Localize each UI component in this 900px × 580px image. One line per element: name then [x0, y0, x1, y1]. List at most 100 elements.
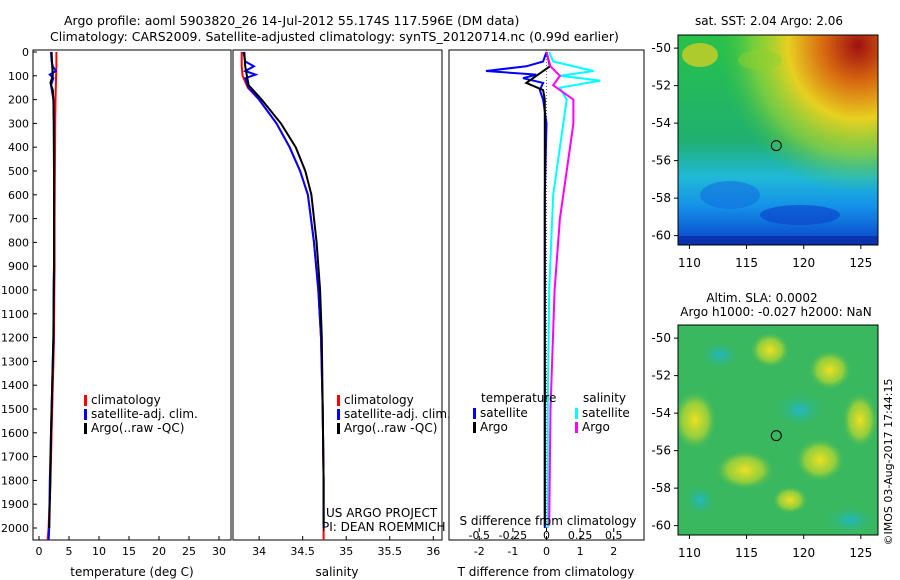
sla-map-panel: Altim. SLA: 0.0002 Argo h1000: -0.027 h2…: [651, 291, 879, 560]
map-lon-tick-label: 120: [792, 256, 815, 270]
depth-tick-label: 1200: [1, 332, 29, 345]
argo-location-marker: [770, 430, 782, 442]
depth-tick-label: 1500: [1, 403, 29, 416]
legend-swatch-satellite: [84, 409, 87, 420]
salinity-tick-label: 34: [252, 545, 266, 558]
legend-label-t-satellite: satellite: [480, 406, 528, 420]
depth-tick-label: 1300: [1, 355, 29, 368]
legend-swatch-s-argo: [575, 422, 578, 433]
salinity-legend: climatology satellite-adj. clim. Argo(..…: [337, 393, 451, 435]
depth-tick-label: 300: [8, 117, 29, 130]
t-difference-tick-label: 1: [577, 545, 584, 558]
t-difference-tick-label: 2: [610, 545, 617, 558]
legend-label-satellite: satellite-adj. clim.: [91, 407, 198, 421]
map-lon-tick-label: 110: [678, 256, 701, 270]
series-line-argo: [243, 51, 325, 526]
legend-label-s-satellite: satellite: [582, 406, 630, 420]
depth-tick-label: 100: [8, 70, 29, 83]
sst-map-image: [678, 35, 878, 245]
s-difference-tick-label: 0.25: [568, 529, 593, 542]
temperature-axes-frame: [32, 49, 232, 541]
legend-label-climatology: climatology: [344, 393, 414, 407]
salinity-tick-label: 34.5: [290, 545, 315, 558]
s-difference-tick-label: 0.5: [605, 529, 623, 542]
s-difference-tick-label: 0: [543, 529, 550, 542]
s-difference-x-axis: -0.5 -0.25 0 0.25 0.5: [469, 528, 623, 542]
temperature-xlabel: temperature (deg C): [70, 565, 193, 579]
legend-swatch-t-satellite: [473, 408, 476, 419]
sst-map-frame: [677, 34, 879, 246]
map-lat-tick-label: -56: [651, 444, 671, 458]
depth-tick-label: 0: [22, 46, 29, 59]
map-lat-tick-label: -60: [651, 229, 671, 243]
map-lat-tick-label: -54: [651, 116, 671, 130]
depth-tick-label: 2000: [1, 522, 29, 535]
t-difference-tick-label: -1: [507, 545, 518, 558]
temperature-tick-label: 15: [122, 545, 136, 558]
legend-label-argo: Argo(..raw -QC): [344, 421, 437, 435]
map-lat-tick-label: -50: [651, 331, 671, 345]
temperature-tick-label: 5: [66, 545, 73, 558]
depth-tick-label: 900: [8, 260, 29, 273]
map-lon-tick-label: 125: [849, 546, 872, 560]
series-line-sal_argo: [545, 51, 575, 526]
argo-location-marker: [770, 140, 782, 152]
credit-text: ©IMOS 03-Aug-2017 17:44:15: [882, 379, 895, 546]
depth-axis: 0 100 200 300 400 500 600 700 800 900 1000 1100 1200…: [1, 46, 37, 535]
map-lon-tick-label: 115: [735, 546, 758, 560]
sla-map-axes: 110 115 120 125 -50 -52 -54 -56 -58 -60: [651, 331, 872, 560]
s-difference-xlabel: S difference from climatology: [460, 514, 637, 528]
t-difference-x-axis: -2 -1 0 1 2: [474, 536, 617, 558]
legend-swatch-t-argo: [473, 422, 476, 433]
figure-title-line2: Climatology: CARS2009. Satellite-adjuste…: [50, 29, 619, 44]
t-difference-xlabel: T difference from climatology: [457, 565, 635, 579]
salinity-panel: 34 34.5 35 35.5 36 salinity climatology sate…: [232, 49, 451, 579]
series-line-argo: [48, 51, 55, 529]
salinity-tick-label: 36: [426, 545, 440, 558]
map-lat-tick-label: -60: [651, 519, 671, 533]
temperature-legend: climatology satellite-adj. clim. Argo(..…: [84, 393, 198, 435]
map-lat-tick-label: -58: [651, 481, 671, 495]
series-line-sal_satellite: [546, 51, 601, 528]
pi-annotation: PI: DEAN ROEMMICH: [322, 520, 445, 534]
map-lat-tick-label: -50: [651, 41, 671, 55]
project-annotation: US ARGO PROJECT: [326, 506, 438, 520]
legend-label-climatology: climatology: [91, 393, 161, 407]
depth-tick-label: 1800: [1, 474, 29, 487]
map-lon-tick-label: 125: [849, 256, 872, 270]
depth-tick-label: 600: [8, 189, 29, 202]
difference-legend: temperature satellite Argo salinity sate…: [473, 391, 630, 434]
temperature-series: [46, 51, 58, 540]
temperature-tick-label: 10: [92, 545, 106, 558]
difference-series: [485, 51, 601, 528]
map-lat-tick-label: -54: [651, 406, 671, 420]
depth-tick-label: 1000: [1, 284, 29, 297]
map-lat-tick-label: -52: [651, 369, 671, 383]
depth-tick-label: 700: [8, 213, 29, 226]
depth-tick-label: 800: [8, 236, 29, 249]
map-lon-tick-label: 115: [735, 256, 758, 270]
sla-map-frame: [677, 324, 879, 536]
figure-title-line1: Argo profile: aoml 5903820_26 14-Jul-201…: [64, 13, 520, 28]
temperature-tick-label: 25: [182, 545, 196, 558]
salinity-series: [240, 51, 325, 540]
legend-heading-temperature: temperature: [481, 391, 556, 405]
difference-panel: -2 -1 0 1 2 -0.5 -0.25 0 0.25 0.5 T difference f…: [448, 49, 645, 579]
legend-label-t-argo: Argo: [480, 420, 508, 434]
temperature-tick-label: 30: [212, 545, 226, 558]
sst-map-panel: sat. SST: 2.04 Argo: 2.06 110 115 120 125 -5…: [651, 14, 879, 270]
temperature-tick-label: 20: [152, 545, 166, 558]
legend-label-s-argo: Argo: [582, 420, 610, 434]
temperature-tick-label: 0: [36, 545, 43, 558]
legend-swatch-climatology: [84, 395, 87, 406]
s-difference-tick-label: -0.5: [469, 529, 490, 542]
depth-tick-label: 200: [8, 94, 29, 107]
map-lat-tick-label: -58: [651, 191, 671, 205]
map-lat-tick-label: -52: [651, 79, 671, 93]
sla-map-image: [678, 325, 878, 535]
legend-swatch-climatology: [337, 395, 340, 406]
depth-tick-label: 1100: [1, 308, 29, 321]
depth-tick-label: 1400: [1, 379, 29, 392]
depth-tick-label: 500: [8, 165, 29, 178]
